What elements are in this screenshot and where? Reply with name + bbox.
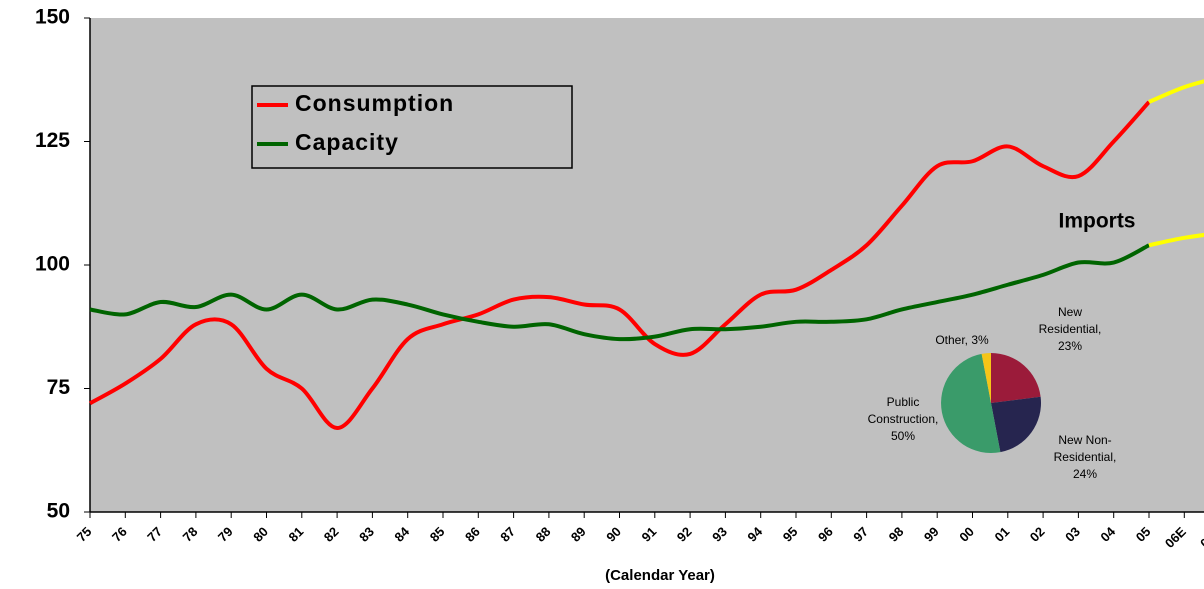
x-tick-label: 90: [603, 524, 624, 545]
x-tick-label: 87: [497, 524, 518, 545]
x-tick-label: 78: [180, 524, 201, 545]
series-line: [89, 100, 1151, 431]
series-line: [89, 243, 1150, 342]
pie-label: New Non-: [1058, 433, 1111, 447]
x-tick-label: 77: [144, 524, 165, 545]
pie-label: 50%: [891, 429, 915, 443]
y-tick-label: 125: [35, 129, 70, 152]
pie-label: Public: [887, 395, 920, 409]
y-tick-label: 100: [35, 253, 70, 276]
x-tick-label: 83: [356, 524, 377, 545]
x-tick-label: 76: [109, 524, 130, 545]
pie-label: Other, 3%: [935, 333, 989, 347]
estimate-line: [1148, 232, 1204, 248]
x-tick-label: 79: [215, 524, 236, 545]
x-tick-label: 96: [815, 524, 836, 545]
pie-label: 23%: [1058, 339, 1082, 353]
y-tick-label: 75: [47, 376, 71, 399]
x-tick-label: 04: [1097, 523, 1118, 544]
legend: [251, 85, 573, 169]
estimate-line: [1148, 79, 1204, 104]
pie-slice: [991, 353, 1041, 403]
pie-label: 24%: [1073, 467, 1097, 481]
x-tick-label: 03: [1062, 524, 1083, 545]
pie-label: New: [1058, 305, 1082, 319]
x-tick-label: 95: [780, 524, 801, 545]
x-tick-label: 75: [74, 524, 95, 545]
x-tick-label: 80: [250, 524, 271, 545]
x-tick-label: 94: [744, 523, 765, 544]
x-tick-label: 88: [533, 524, 554, 545]
x-tick-label: 99: [921, 524, 942, 545]
pie-slice: [941, 353, 1001, 453]
x-tick-label: 92: [674, 524, 695, 545]
x-tick-label: 07E: [1197, 524, 1204, 551]
pie-label: Construction,: [868, 412, 939, 426]
x-tick-label: 84: [391, 523, 412, 544]
x-tick-label: 02: [1027, 524, 1048, 545]
legend-label: Capacity: [295, 129, 399, 155]
x-tick-label: 93: [709, 524, 730, 545]
legend-label: Consumption: [295, 90, 454, 116]
y-tick-label: 150: [35, 6, 70, 29]
x-tick-label: 05: [1133, 524, 1154, 545]
x-tick-label: 01: [992, 524, 1013, 545]
y-tick-label: 50: [47, 500, 70, 523]
x-tick-label: 06E: [1162, 524, 1189, 551]
pie-slice: [981, 352, 991, 403]
x-tick-label: 97: [850, 524, 871, 545]
pie-label: Residential,: [1039, 322, 1102, 336]
x-tick-label: 85: [427, 524, 448, 545]
x-axis-label: (Calendar Year): [605, 567, 715, 584]
annotation: Imports: [1058, 210, 1135, 233]
x-tick-label: 91: [639, 524, 660, 545]
x-tick-label: 81: [286, 524, 307, 545]
x-tick-label: 86: [462, 524, 483, 545]
pie-slice: [991, 396, 1041, 453]
x-tick-label: 89: [568, 524, 589, 545]
x-tick-label: 00: [956, 524, 977, 545]
x-tick-label: 82: [321, 524, 342, 545]
pie-label: Residential,: [1054, 450, 1117, 464]
x-tick-label: 98: [886, 524, 907, 545]
